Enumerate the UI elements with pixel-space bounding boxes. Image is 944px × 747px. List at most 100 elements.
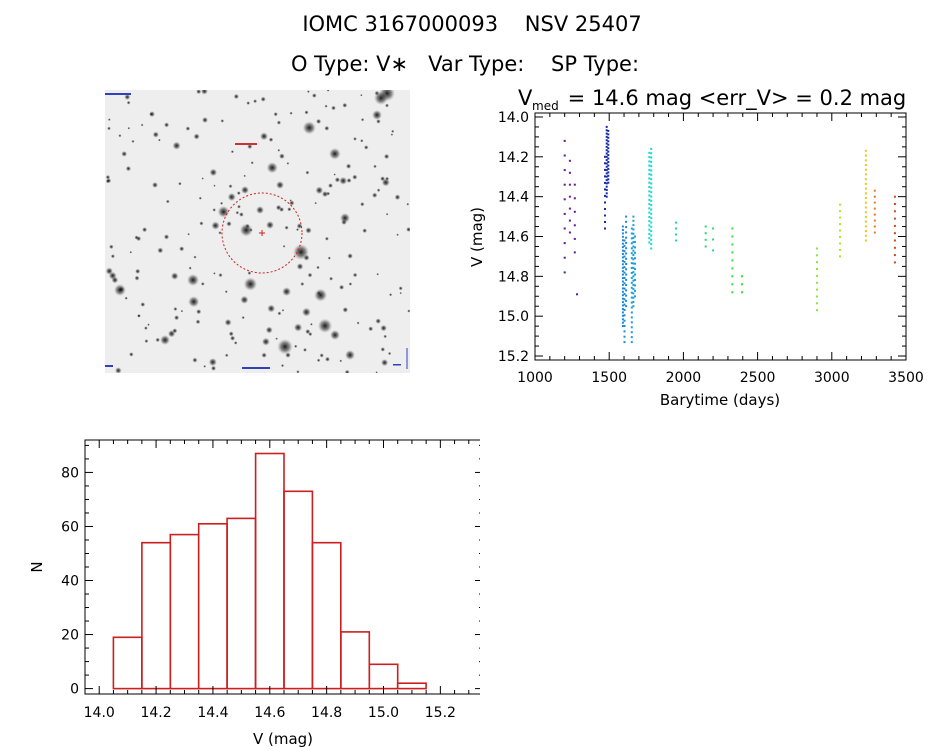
data-point (704, 232, 707, 235)
data-point (607, 154, 610, 157)
star-icon (126, 100, 131, 105)
data-point (839, 203, 841, 206)
star-icon (374, 91, 388, 105)
star-icon (199, 221, 204, 226)
data-point (605, 172, 608, 175)
star-icon (317, 318, 333, 333)
y-tick-label: 40 (61, 574, 79, 590)
data-point (623, 309, 626, 311)
data-point (634, 273, 636, 276)
data-point (650, 221, 653, 224)
data-point (621, 242, 624, 245)
data-point (623, 335, 626, 338)
star-icon (305, 227, 312, 234)
data-point (648, 156, 651, 159)
data-point (864, 154, 867, 157)
data-point (650, 191, 653, 194)
data-point (648, 151, 651, 154)
data-point (632, 236, 635, 239)
x-tick-label: 1000 (517, 370, 553, 386)
star-icon (267, 304, 276, 313)
data-point (634, 268, 636, 271)
star-icon (226, 221, 232, 227)
data-point (621, 253, 624, 255)
data-point (607, 143, 610, 146)
data-point (625, 241, 628, 244)
data-point (604, 214, 606, 217)
data-point (864, 173, 867, 176)
data-point (604, 168, 606, 171)
data-point (741, 275, 743, 278)
star-icon (333, 173, 336, 176)
star-icon (202, 117, 208, 123)
star-icon (140, 123, 144, 127)
star-icon (347, 253, 353, 259)
star-icon (316, 358, 321, 363)
star-icon (135, 268, 141, 274)
star-icon (390, 133, 394, 136)
data-point (650, 165, 653, 168)
data-point (573, 197, 576, 200)
star-icon (170, 272, 179, 280)
star-icon (328, 183, 333, 189)
data-point (648, 177, 651, 180)
data-point (675, 227, 677, 230)
star-icon (279, 153, 285, 160)
star-icon (394, 194, 401, 201)
data-point (632, 275, 635, 278)
data-point (864, 149, 867, 152)
data-point (605, 125, 608, 128)
star-icon (239, 223, 253, 237)
chart-subtitle: O Type: V∗ Var Type: SP Type: (290, 52, 640, 76)
data-point (648, 215, 651, 218)
data-point (873, 219, 876, 222)
data-point (839, 242, 841, 245)
star-icon (200, 90, 208, 95)
star-icon (260, 96, 266, 102)
data-point (731, 235, 734, 238)
image-label-mark (105, 93, 131, 95)
data-point (650, 160, 653, 163)
data-point (816, 309, 818, 312)
data-point (630, 281, 633, 284)
data-point (621, 297, 624, 300)
star-icon (282, 287, 292, 297)
star-icon (188, 296, 200, 308)
star-icon (376, 119, 381, 124)
data-point (625, 247, 628, 250)
data-point (623, 319, 626, 322)
data-point (712, 249, 715, 252)
star-icon (253, 99, 258, 104)
star-icon (211, 221, 220, 230)
data-point (621, 277, 624, 280)
histogram-bar (112, 636, 143, 690)
data-point (630, 341, 633, 344)
star-icon (260, 132, 268, 141)
data-point (630, 306, 633, 309)
star-icon (187, 274, 199, 286)
star-icon (247, 143, 253, 150)
star-icon (195, 319, 201, 325)
star-icon (147, 323, 150, 326)
star-icon (279, 207, 285, 212)
y-tick-label: 14.2 (498, 150, 529, 166)
star-icon (391, 129, 395, 133)
data-point (675, 221, 677, 224)
x-tick-label: 2500 (740, 370, 776, 386)
star-icon (307, 272, 313, 278)
data-point (623, 325, 626, 327)
star-icon (172, 328, 178, 334)
data-point (816, 274, 818, 277)
star-icon (319, 353, 324, 358)
star-icon (110, 254, 115, 259)
data-point (630, 296, 633, 299)
star-icon (276, 120, 282, 125)
data-point (650, 238, 653, 241)
data-point (630, 286, 633, 289)
data-point (839, 229, 841, 232)
data-point (625, 257, 628, 260)
star-icon (256, 206, 264, 214)
image-label-mark (242, 367, 270, 369)
data-point (605, 152, 608, 155)
star-icon (277, 338, 293, 355)
